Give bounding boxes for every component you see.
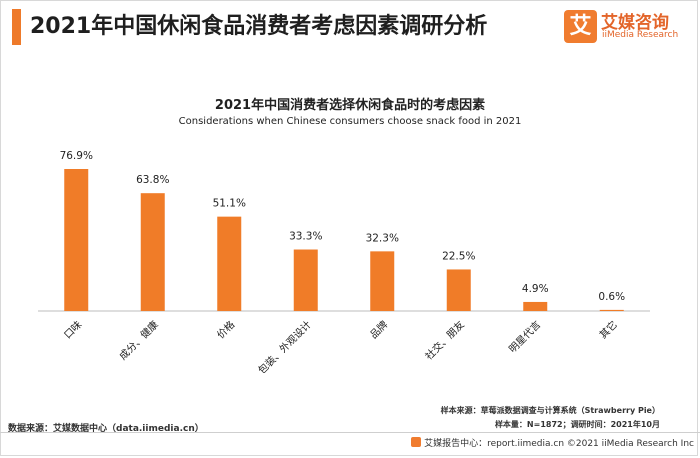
brand-name: 艾媒咨询	[601, 13, 669, 33]
data-label-4: 32.3%	[366, 232, 399, 244]
sample-size-note: 样本量：N=1872；调研时间：2021年10月	[494, 420, 660, 429]
bar-7	[599, 309, 624, 311]
chart-title: 2021年中国消费者选择休闲食品时的考虑因素	[214, 98, 486, 113]
data-label-5: 22.5%	[442, 250, 475, 262]
footer-divider	[0, 432, 700, 433]
category-label-4: 品牌	[367, 318, 390, 341]
page-title: 2021年中国休闲食品消费者考虑因素调研分析	[30, 14, 488, 39]
category-label-0: 口味	[62, 319, 85, 342]
data-label-2: 51.1%	[213, 198, 246, 210]
brand-logo-block: 艾 艾媒咨询 iiMedia Research	[564, 8, 690, 44]
data-label-6: 4.9%	[522, 283, 549, 295]
data-label-0: 76.9%	[60, 150, 93, 162]
footer-credit: 艾媒报告中心：report.iimedia.cn ©2021 iiMedia R…	[411, 436, 694, 449]
data-label-7: 0.6%	[598, 291, 625, 303]
data-label-3: 33.3%	[289, 231, 322, 243]
brand-logo-icon: 艾	[564, 10, 597, 43]
data-source: 数据来源：艾媒数据中心（data.iimedia.cn）	[8, 424, 204, 434]
bar-6	[523, 301, 548, 311]
bar-1	[140, 193, 165, 311]
report-center-icon	[411, 437, 422, 447]
category-label-5: 社交、朋友	[422, 318, 467, 363]
title-accent-bar	[12, 9, 21, 45]
bar-2	[217, 216, 242, 311]
sample-source-note: 样本来源：草莓派数据调查与计算系统（Strawberry Pie）	[440, 406, 660, 415]
data-label-1: 63.8%	[136, 174, 169, 186]
category-label-6: 明星代言	[506, 318, 543, 355]
bar-4	[370, 251, 395, 311]
bar-0	[64, 169, 89, 311]
chart-subtitle: Considerations when Chinese consumers ch…	[178, 116, 522, 127]
brand-subtitle: iiMedia Research	[602, 30, 679, 40]
category-label-2: 价格	[214, 318, 237, 341]
bar-3	[293, 249, 318, 311]
footer-text: 艾媒报告中心：report.iimedia.cn ©2021 iiMedia R…	[424, 439, 694, 449]
category-label-3: 包装、外观设计	[255, 318, 314, 377]
category-label-7: 其它	[597, 318, 620, 341]
category-label-1: 成分、健康	[116, 318, 161, 363]
bar-5	[446, 269, 471, 311]
